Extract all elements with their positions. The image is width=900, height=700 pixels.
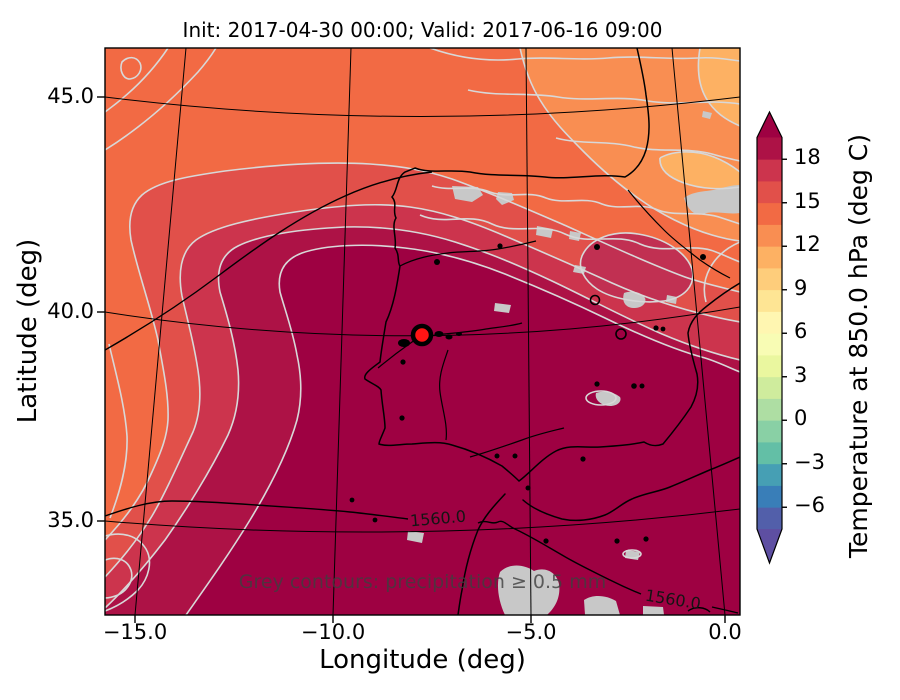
location-marker bbox=[398, 323, 462, 347]
coastlines bbox=[363, 48, 740, 615]
x-axis-label: Longitude (deg) bbox=[319, 645, 526, 675]
x-tick-label: −10.0 bbox=[300, 620, 366, 644]
colorbar-tick-label: 0 bbox=[794, 406, 808, 430]
y-tick-label: 45.0 bbox=[47, 84, 94, 108]
marker-circle bbox=[410, 323, 434, 347]
colorbar-under-arrow bbox=[757, 529, 782, 563]
x-tick-label: −15.0 bbox=[102, 620, 168, 644]
colorbar-tick-label: 9 bbox=[794, 276, 808, 300]
colorbar bbox=[756, 110, 787, 565]
geopotential-contours bbox=[105, 171, 739, 614]
colorbar-tick-label: −6 bbox=[794, 493, 825, 517]
precip-annotation: Grey contours: precipitation ≥ 0.5 mm bbox=[238, 571, 607, 593]
precipitation-contours bbox=[105, 48, 740, 615]
colorbar-over-arrow bbox=[757, 112, 782, 138]
x-tick-label: 0.0 bbox=[708, 620, 742, 644]
y-tick-label: 40.0 bbox=[47, 299, 94, 323]
colorbar-outline bbox=[756, 110, 783, 565]
colorbar-tick-marks bbox=[782, 158, 787, 508]
axes-frame bbox=[97, 47, 741, 623]
plot-title: Init: 2017-04-30 00:00; Valid: 2017-06-1… bbox=[182, 18, 663, 42]
y-axis-label: Latitude (deg) bbox=[13, 238, 43, 424]
colorbar-tick-label: 15 bbox=[794, 189, 821, 213]
colorbar-tick-label: 3 bbox=[794, 363, 808, 387]
colorbar-segments bbox=[757, 137, 782, 530]
lakes-dots bbox=[349, 243, 706, 544]
colorbar-label: Temperature at 850.0 hPa (deg C) bbox=[844, 134, 873, 558]
precipitation-shading bbox=[407, 111, 740, 615]
colorbar-tick-label: −3 bbox=[794, 450, 825, 474]
colorbar-tick-label: 18 bbox=[794, 145, 821, 169]
x-tick-label: −5.0 bbox=[505, 620, 557, 644]
colorbar-tick-label: 6 bbox=[794, 319, 808, 343]
colorbar-tick-label: 12 bbox=[794, 232, 821, 256]
y-tick-label: 35.0 bbox=[47, 508, 94, 532]
